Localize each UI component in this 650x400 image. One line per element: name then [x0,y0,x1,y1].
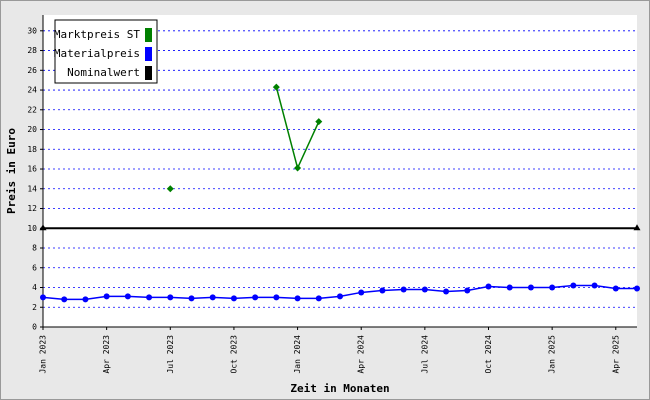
legend-swatch [145,66,152,80]
x-tick-label: Jul 2024 [420,335,429,374]
point [103,293,110,300]
y-tick-label: 30 [27,26,37,35]
point [82,296,89,303]
point [315,118,323,126]
point [506,284,513,291]
y-tick-label: 0 [32,323,37,332]
point [549,284,556,291]
y-tick-label: 20 [27,125,37,134]
y-axis-label: Preis in Euro [5,128,18,214]
y-tick-label: 10 [27,224,37,233]
point [464,287,471,294]
legend-label: Marktpreis ST [54,28,140,41]
point [294,295,301,302]
legend-swatch [145,28,152,42]
y-tick-label: 4 [32,283,37,292]
point [358,289,365,296]
point [39,224,47,231]
y-tick-label: 12 [27,204,37,213]
y-tick-label: 2 [32,303,37,312]
x-tick-label: Apr 2023 [102,335,111,374]
y-tick-label: 8 [32,244,37,253]
x-tick-label: Apr 2024 [357,335,366,374]
point [633,224,641,231]
y-tick-label: 22 [27,105,37,114]
point [124,293,131,300]
point [337,293,343,300]
point [272,83,280,91]
legend-label: Materialpreis [54,47,140,60]
point [485,283,492,290]
point [591,282,598,289]
y-tick-label: 28 [27,46,37,55]
y-tick-label: 24 [27,86,37,95]
x-tick-label: Oct 2024 [484,335,493,374]
point [167,294,174,301]
point [146,294,153,301]
point [209,294,216,301]
point [273,294,280,301]
legend: Marktpreis ST Materialpreis Nominalwert [54,19,158,84]
x-tick-label: Oct 2023 [229,335,238,374]
y-tick-label: 14 [27,184,37,193]
x-tick-label: Apr 2025 [611,335,620,374]
point [570,282,577,289]
point [634,285,640,292]
point [188,295,195,302]
legend-label: Nominalwert [67,66,140,79]
point [230,295,237,302]
point [166,185,174,193]
x-tick-label: Jan 2024 [293,335,302,374]
point [61,296,68,303]
x-tick-label: Jan 2025 [548,335,557,374]
point [400,286,407,293]
y-tick-label: 18 [27,145,37,154]
point [252,294,259,301]
point [40,294,46,301]
point [421,286,428,293]
x-axis-label: Zeit in Monaten [290,382,389,395]
x-tick-label: Jan 2023 [39,335,48,374]
point [527,284,534,291]
point [379,287,386,294]
point [443,288,450,295]
point [612,285,619,292]
legend-box [54,19,158,84]
legend-swatch [145,47,152,61]
y-tick-label: 26 [27,66,37,75]
y-tick-label: 16 [27,165,37,174]
point [294,164,302,172]
y-tick-label: 6 [32,263,37,272]
point [315,295,322,302]
x-tick-label: Jul 2023 [166,335,175,374]
